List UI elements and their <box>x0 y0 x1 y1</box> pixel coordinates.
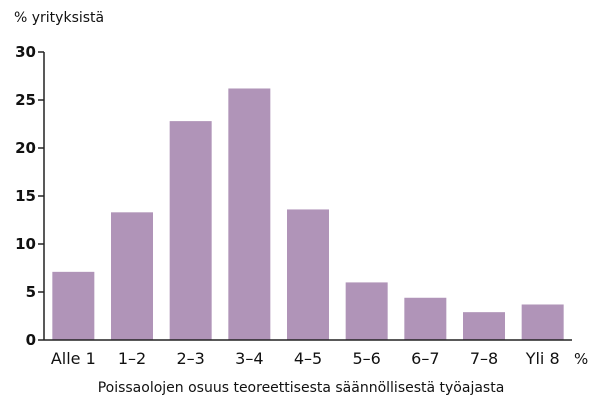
x-tick-label: 1–2 <box>118 349 146 368</box>
x-tick-label: 2–3 <box>176 349 204 368</box>
x-axis: Alle 1 1–2 2–3 3–4 4–5 5–6 6–7 7–8 Yli 8 <box>44 339 572 368</box>
x-tick-label: Yli 8 <box>525 349 560 368</box>
bars <box>52 88 564 341</box>
bar <box>111 212 153 340</box>
x-tick-label: 6–7 <box>411 349 439 368</box>
x-tick-label: 7–8 <box>470 349 498 368</box>
y-tick-label: 5 <box>26 283 36 301</box>
y-tick-label: 10 <box>15 235 36 253</box>
bar <box>52 271 95 340</box>
x-tick-label: 5–6 <box>352 349 380 368</box>
x-axis-label: Poissaolojen osuus teoreettisesta säännö… <box>98 380 505 396</box>
y-tick-label: 20 <box>15 139 36 157</box>
x-unit-label: % <box>574 350 588 368</box>
y-tick-label: 15 <box>15 187 36 205</box>
bar <box>404 297 447 340</box>
y-tick-label: 25 <box>15 91 36 109</box>
y-axis: 0 5 10 15 20 25 30 <box>15 43 45 349</box>
y-tick-label: 30 <box>15 43 36 61</box>
bar <box>463 312 505 340</box>
bar <box>345 282 388 340</box>
y-unit-label: % yrityksistä <box>14 10 104 26</box>
x-tick-label: Alle 1 <box>51 349 96 368</box>
x-tick-label: 4–5 <box>294 349 322 368</box>
bar <box>228 88 271 340</box>
bar <box>169 121 212 341</box>
x-tick-label: 3–4 <box>235 349 263 368</box>
bar <box>521 304 564 340</box>
y-tick-label: 0 <box>26 331 36 349</box>
bar <box>287 209 329 340</box>
